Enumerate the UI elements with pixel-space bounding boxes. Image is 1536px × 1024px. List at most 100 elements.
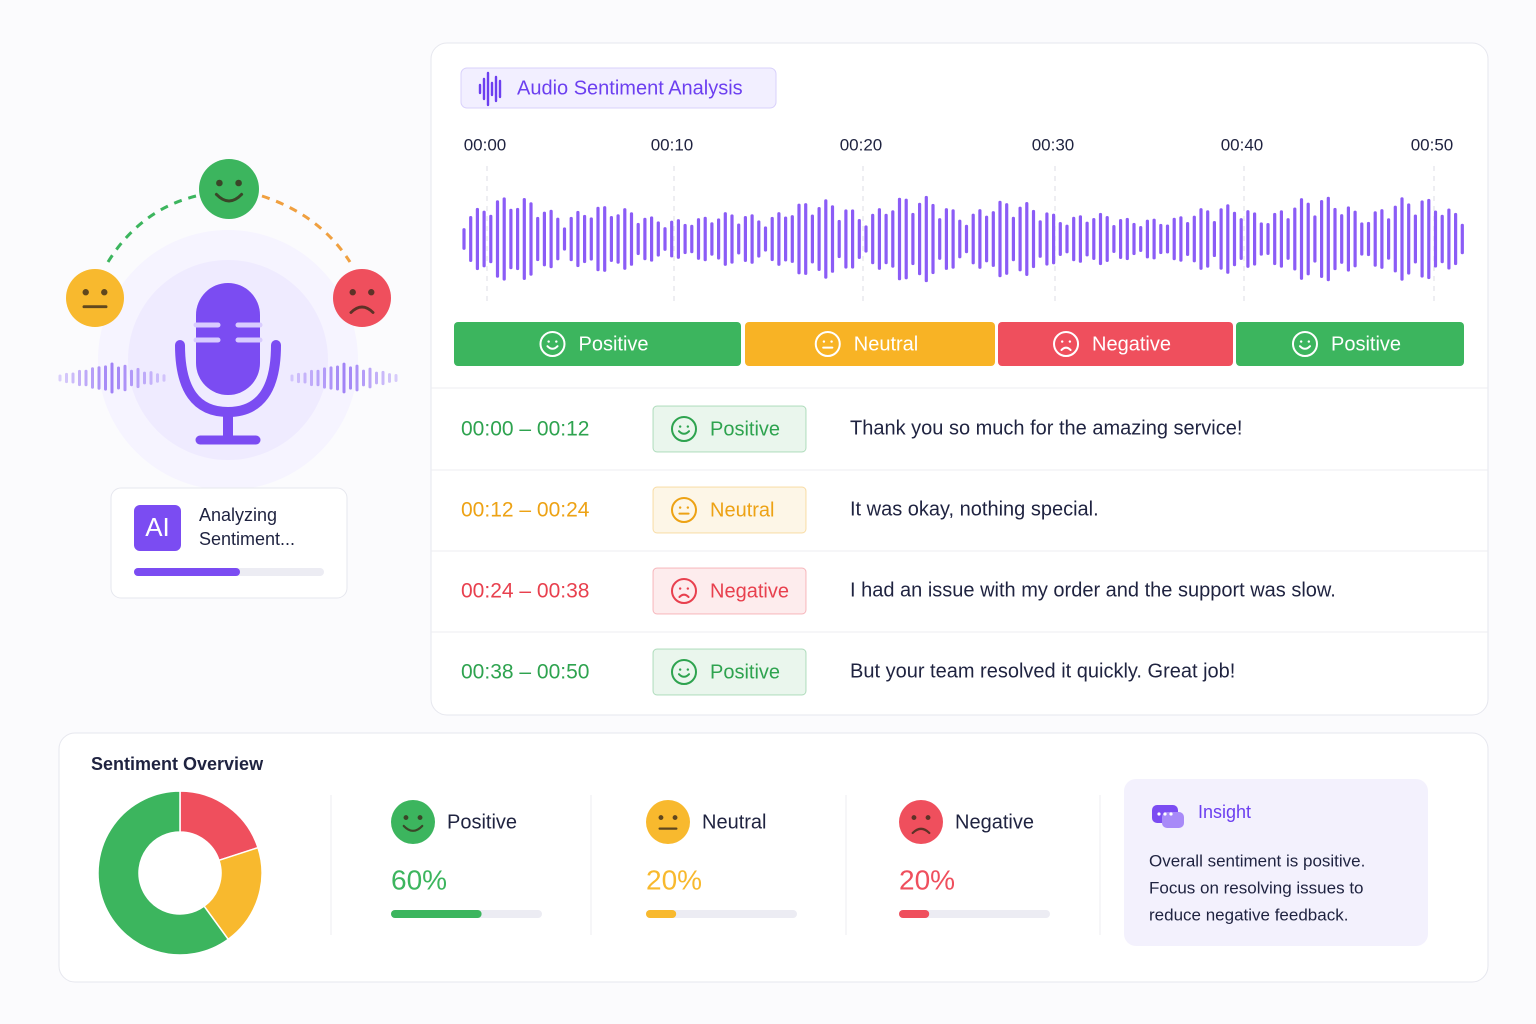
insight-text: Overall sentiment is positive. [1149,851,1365,870]
analysis-card [430,42,1489,716]
insight-box [1124,779,1428,946]
timeline-label: 00:20 [840,135,883,154]
face-mouth [402,824,424,832]
face-eye [368,289,375,296]
donut-slice [97,790,230,956]
face-eye [672,815,678,821]
row-badge [652,648,807,696]
face-mouth [678,593,690,598]
insight-icon-dot [1163,812,1167,816]
face-eye [1060,340,1064,343]
face-icon [899,800,943,844]
row-time: 00:38 – 00:50 [461,661,589,684]
face-icon [1053,331,1080,357]
face-icon [66,269,124,327]
face-icon [199,159,259,219]
stat-name: Negative [955,811,1034,833]
insight-icon-dot [1169,812,1173,816]
row-badge [652,405,807,453]
row-text: It was okay, nothing special. [850,498,1099,520]
row-time: 00:24 – 00:38 [461,580,589,603]
face-eye [235,179,242,187]
row-label: Positive [710,418,780,440]
face-eye [658,815,664,821]
face-icon [333,269,391,327]
segment-label: Negative [1092,333,1171,355]
face-icon [646,800,690,844]
face-eye [555,340,558,343]
stat-track [646,910,797,918]
face-eye [678,587,682,590]
face-eye [1068,340,1072,343]
face-eye [678,506,682,509]
row-time: 00:12 – 00:24 [461,499,590,522]
segment [998,322,1233,366]
row-text: Thank you so much for the amazing servic… [850,417,1242,439]
status-text: Analyzing [199,505,277,525]
face-eye [547,340,550,343]
segment-label: Positive [1331,333,1401,355]
segment-label: Positive [578,333,648,355]
timeline-label: 00:40 [1221,135,1264,154]
insight-title: Insight [1198,802,1251,822]
face-icon [539,331,566,357]
face-icon [671,497,697,523]
row-label: Neutral [710,499,774,521]
face-eye [686,425,690,428]
timeline-label: 00:10 [651,135,694,154]
insight-text: reduce negative feedback. [1149,905,1348,924]
progress-fill [134,568,240,576]
row-badge [652,567,807,615]
segment [454,322,741,366]
face-mouth [677,673,691,678]
face-icon [814,331,841,357]
face-eye [678,668,682,671]
face-mouth [546,345,559,350]
face-eye [1299,340,1303,343]
insight-text: Focus on resolving issues to [1149,878,1364,897]
face-eye [101,289,108,296]
stat-name: Neutral [702,811,766,833]
timeline-label: 00:30 [1032,135,1075,154]
face-mouth [349,305,375,314]
face-icon [391,800,435,844]
face-eye [417,815,423,821]
face-icon [1291,331,1318,357]
face-eye [822,340,826,343]
insight-icon [1162,812,1184,828]
face-icon [671,416,697,442]
face-icon [671,659,697,685]
stat-value: 20% [646,864,702,895]
stat-track [899,910,1050,918]
face-eye [686,668,690,671]
stat-value: 60% [391,864,447,895]
timeline-label: 00:50 [1411,135,1454,154]
row-label: Negative [710,580,789,602]
face-eye [349,289,356,296]
face-mouth [214,192,244,203]
face-eye [686,506,690,509]
face-eye [403,815,409,821]
stat-bar [899,910,930,918]
row-badge [652,486,807,534]
face-mouth [677,430,691,435]
row-text: I had an issue with my order and the sup… [850,579,1336,601]
segment [1236,322,1464,366]
ai-badge [134,505,181,551]
face-eye [925,815,931,821]
ai-badge-text: AI [145,512,170,542]
face-eye [686,587,690,590]
face-eye [82,289,89,296]
face-eye [678,425,682,428]
segment [745,322,995,366]
face-eye [216,179,223,187]
segment-label: Neutral [854,333,918,355]
face-eye [1307,340,1311,343]
row-text: But your team resolved it quickly. Great… [850,660,1235,682]
title-badge [460,67,777,109]
row-time: 00:00 – 00:12 [461,418,589,441]
face-eye [911,815,917,821]
stat-name: Positive [447,811,517,833]
face-mouth [1298,345,1312,350]
